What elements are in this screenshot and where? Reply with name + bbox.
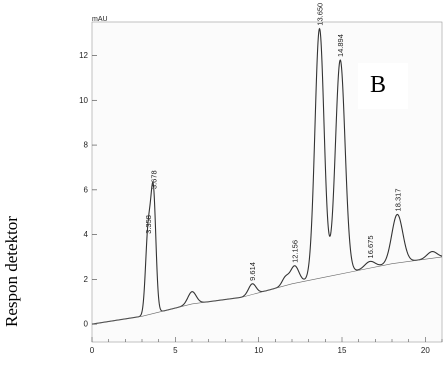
y-unit-label: mAU: [92, 16, 108, 23]
y-tick-label: 2: [84, 275, 89, 284]
peak-label: 3.358: [144, 215, 153, 234]
y-tick-label: 4: [84, 230, 89, 239]
peak-label: 14.894: [336, 34, 345, 57]
panel-label-box: [358, 63, 408, 109]
y-tick-label: 8: [84, 141, 89, 150]
panel-label: B: [370, 72, 387, 98]
peak-label: 9.614: [248, 262, 257, 281]
peak-label: 3.678: [149, 170, 158, 189]
x-axis: 0 5 10 15 20: [90, 337, 443, 355]
y-tick-label: 12: [79, 51, 88, 60]
y-axis: 0 2 4 6 8 10 12: [79, 51, 97, 329]
x-tick-label: 10: [254, 346, 263, 355]
x-tick-label: 0: [90, 346, 95, 355]
y-axis-title: Respon detektor: [2, 216, 21, 328]
x-tick-label: 15: [338, 346, 347, 355]
x-tick-label: 20: [421, 346, 430, 355]
y-tick-label: 10: [79, 96, 88, 105]
x-tick-label: 5: [173, 346, 178, 355]
peak-label: 13.650: [316, 3, 325, 26]
peak-label: 16.675: [366, 235, 375, 258]
y-tick-label: 6: [84, 185, 89, 194]
integration-baseline: [91, 256, 443, 325]
peak-labels: 3.358 3.678 9.614 12.156 13.650 14.894 16.675 1…: [144, 3, 402, 281]
peak-label: 18.317: [393, 188, 402, 211]
peak-label: 12.156: [291, 240, 300, 263]
y-tick-label: 0: [84, 320, 89, 329]
